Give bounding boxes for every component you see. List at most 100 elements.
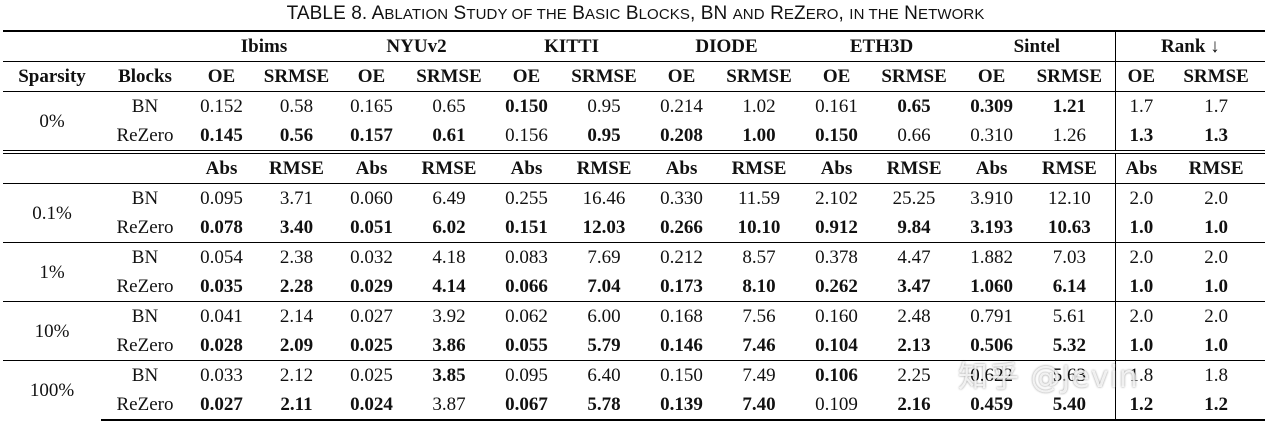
value-cell: 3.92 — [404, 301, 495, 331]
value-cell: 2.16 — [869, 390, 960, 421]
value-cell: 1.2 — [1167, 390, 1266, 421]
value-cell: 0.032 — [339, 242, 404, 272]
dataset-header: Ibims — [189, 30, 339, 62]
metric-header: RMSE — [1024, 150, 1116, 184]
value-cell: 5.79 — [587, 335, 621, 356]
value-cell: 0.156 — [505, 125, 548, 146]
metric-header: Abs — [649, 150, 715, 184]
table-row: ReZero 0.145 0.56 0.157 0.61 0.156 0.95 0.208 1.… — [3, 121, 1265, 152]
value-cell: 0.56 — [279, 125, 314, 146]
value-cell: 10.10 — [737, 217, 781, 238]
sparsity-cell: 100% — [3, 360, 101, 420]
metric-header: Abs — [804, 150, 870, 184]
table-row: ReZero 0.027 2.11 0.024 3.87 0.067 5.78 0.139 7.… — [3, 390, 1266, 421]
metric-header: RMSE — [559, 150, 650, 184]
value-cell: 1.21 — [1024, 91, 1116, 121]
value-cell: 0.067 — [494, 390, 560, 421]
metric-header: SRMSE — [404, 61, 495, 92]
value-cell: 0.055 — [505, 335, 548, 356]
dataset-header-row: Ibims NYUv2 KITTI DIODE ETH3D Sintel Rank ↓ — [3, 30, 1266, 62]
value-cell: 2.0 — [1167, 301, 1266, 331]
dataset-header: Sintel — [959, 30, 1116, 62]
sparsity-header: Sparsity — [3, 61, 101, 92]
value-cell: 0.58 — [254, 91, 339, 121]
value-cell: 0.035 — [200, 276, 243, 297]
value-cell: 0.165 — [339, 91, 404, 121]
metric-header: RMSE — [254, 150, 339, 184]
metric-header: RMSE — [404, 150, 495, 184]
metric-header: Abs — [1114, 150, 1168, 184]
value-cell: 0.095 — [189, 183, 254, 213]
value-cell: 0.214 — [649, 91, 715, 121]
value-cell: 1.00 — [742, 125, 776, 146]
value-cell: 1.0 — [1114, 331, 1168, 361]
value-cell: 5.40 — [1024, 390, 1116, 421]
metric-header: SRMSE — [559, 61, 650, 92]
value-cell: 0.060 — [339, 183, 404, 213]
value-cell: 0.033 — [189, 360, 254, 390]
blocks-header: Blocks — [101, 61, 189, 92]
value-cell: 0.65 — [404, 91, 495, 121]
value-cell: 0.109 — [804, 390, 870, 421]
value-cell: 1.26 — [1052, 125, 1086, 146]
value-cell: 0.95 — [587, 125, 621, 146]
value-cell: 2.11 — [254, 390, 339, 421]
block-label: ReZero — [101, 390, 189, 421]
metric-header: Abs — [959, 150, 1025, 184]
value-cell: 1.0 — [1204, 335, 1228, 356]
value-cell: 3.85 — [404, 360, 495, 390]
value-cell: 6.49 — [404, 183, 495, 213]
value-cell: 0.145 — [200, 125, 243, 146]
value-cell: 0.083 — [494, 242, 560, 272]
value-cell: 1.8 — [1114, 360, 1168, 390]
block-label: BN — [101, 183, 189, 213]
dataset-header: KITTI — [494, 30, 650, 62]
table-row: ReZero 0.035 2.28 0.029 4.14 0.066 7.04 0.173 8.… — [3, 272, 1265, 302]
value-cell: 2.0 — [1167, 183, 1266, 213]
value-cell: 0.051 — [350, 217, 393, 238]
value-cell: 4.18 — [404, 242, 495, 272]
value-cell: 0.024 — [339, 390, 404, 421]
value-cell: 12.03 — [582, 217, 626, 238]
block-label: ReZero — [116, 125, 174, 146]
value-cell: 1.7 — [1167, 91, 1266, 121]
table-row: 100% BN 0.033 2.12 0.025 3.85 0.095 6.40 0.150 7.… — [3, 360, 1266, 420]
block-label: ReZero — [116, 217, 174, 238]
metric-header: SRMSE — [869, 61, 960, 92]
value-cell: 3.910 — [959, 183, 1025, 213]
value-cell: 0.310 — [970, 125, 1013, 146]
value-cell: 1.2 — [1114, 390, 1168, 421]
value-cell: 0.791 — [959, 301, 1025, 331]
block-label: BN — [101, 360, 189, 390]
value-cell: 0.255 — [494, 183, 560, 213]
value-cell: 0.095 — [494, 360, 560, 390]
value-cell: 4.47 — [869, 242, 960, 272]
value-cell: 1.0 — [1204, 276, 1228, 297]
value-cell: 11.59 — [714, 183, 805, 213]
value-cell: 7.04 — [587, 276, 621, 297]
value-cell: 1.882 — [959, 242, 1025, 272]
value-cell: 5.32 — [1052, 335, 1086, 356]
dataset-header: DIODE — [649, 30, 805, 62]
value-cell: 2.0 — [1114, 242, 1168, 272]
value-cell: 0.027 — [189, 390, 254, 421]
value-cell: 0.150 — [649, 360, 715, 390]
value-cell: 0.912 — [815, 217, 858, 238]
rank-header: Rank ↓ — [1114, 30, 1266, 62]
table-row: 0.1% BN 0.095 3.71 0.060 6.49 0.255 16.46 0.330 1… — [3, 183, 1266, 243]
value-cell: 0.062 — [494, 301, 560, 331]
metric-header: OE — [804, 61, 870, 92]
metric-header: SRMSE — [1167, 61, 1266, 92]
value-cell: 3.87 — [404, 390, 495, 421]
value-cell: 7.56 — [714, 301, 805, 331]
value-cell: 2.12 — [254, 360, 339, 390]
value-cell: 16.46 — [559, 183, 650, 213]
value-cell: 0.309 — [959, 91, 1025, 121]
value-cell: 9.84 — [897, 217, 931, 238]
value-cell: 0.078 — [200, 217, 243, 238]
metric-header: SRMSE — [714, 61, 805, 92]
value-cell: 0.150 — [494, 91, 560, 121]
value-cell: 2.14 — [254, 301, 339, 331]
value-cell: 3.47 — [897, 276, 931, 297]
empty-header-cell — [3, 30, 189, 62]
